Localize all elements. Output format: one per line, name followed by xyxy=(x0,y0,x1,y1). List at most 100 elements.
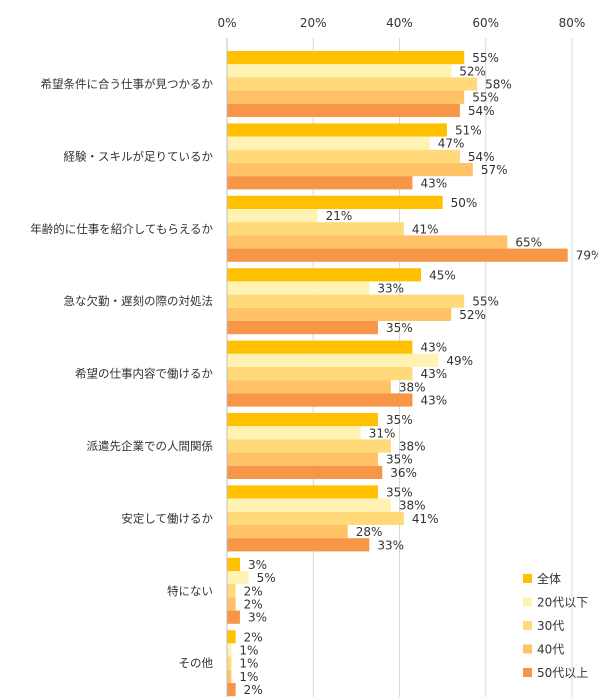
data-label: 49% xyxy=(446,354,473,368)
category-label: 急な欠勤・遅刻の際の対処法 xyxy=(64,294,214,308)
bar xyxy=(227,683,236,697)
data-label: 41% xyxy=(412,222,439,236)
bar xyxy=(227,123,447,137)
legend-swatch xyxy=(523,574,532,583)
bars xyxy=(227,51,568,697)
data-label: 2% xyxy=(244,584,263,598)
data-label: 28% xyxy=(356,525,383,539)
data-label: 5% xyxy=(257,571,276,585)
bar xyxy=(227,498,391,512)
data-label: 35% xyxy=(386,453,413,467)
legend-label: 20代以下 xyxy=(537,596,588,610)
bar xyxy=(227,643,232,657)
data-label: 41% xyxy=(412,512,439,526)
data-label: 33% xyxy=(377,538,404,552)
data-label: 50% xyxy=(451,196,478,210)
bar xyxy=(227,353,439,367)
bar xyxy=(227,669,232,683)
bar xyxy=(227,525,348,539)
data-label: 43% xyxy=(420,367,447,381)
data-label: 45% xyxy=(429,268,456,282)
bar xyxy=(227,485,378,499)
x-tick-label: 20% xyxy=(300,16,327,30)
data-label: 43% xyxy=(420,341,447,355)
category-label: 年齢的に仕事を紹介してもらえるか xyxy=(30,222,213,236)
bar xyxy=(227,235,508,249)
bar xyxy=(227,340,413,354)
data-label: 43% xyxy=(420,176,447,190)
category-label: 経験・スキルが足りているか xyxy=(64,149,214,163)
data-label: 55% xyxy=(472,51,499,65)
bar xyxy=(227,176,413,190)
data-label: 21% xyxy=(326,209,353,223)
bar xyxy=(227,281,370,295)
bar xyxy=(227,294,465,308)
data-label: 35% xyxy=(386,321,413,335)
bar xyxy=(227,195,443,209)
data-label: 54% xyxy=(468,104,495,118)
bar xyxy=(227,597,236,611)
data-label: 65% xyxy=(515,236,542,250)
bar xyxy=(227,268,422,282)
bar xyxy=(227,584,236,598)
data-label: 57% xyxy=(481,163,508,177)
legend: 全体 20代以下 30代 40代 50代以上 xyxy=(523,571,588,680)
data-label: 1% xyxy=(239,644,258,658)
legend-swatch xyxy=(523,621,532,630)
data-label: 51% xyxy=(455,124,482,138)
x-tick-label: 80% xyxy=(559,16,586,30)
bar xyxy=(227,321,378,335)
bar xyxy=(227,557,240,571)
category-label: 特にない xyxy=(167,584,213,598)
data-label: 54% xyxy=(468,150,495,164)
bar xyxy=(227,64,452,78)
data-labels: 55%52%58%55%54%51%47%54%57%43%50%21%41%6… xyxy=(239,51,598,697)
data-label: 38% xyxy=(399,499,426,513)
bar xyxy=(227,307,452,321)
legend-swatch xyxy=(523,668,532,677)
bar xyxy=(227,90,465,104)
bar xyxy=(227,571,249,585)
bar xyxy=(227,51,465,65)
x-tick-label: 40% xyxy=(386,16,413,30)
data-label: 79% xyxy=(576,249,598,263)
bar xyxy=(227,248,568,262)
data-label: 33% xyxy=(377,282,404,296)
data-label: 31% xyxy=(369,426,396,440)
data-label: 55% xyxy=(472,295,499,309)
bar xyxy=(227,426,361,440)
bar xyxy=(227,367,413,381)
data-label: 1% xyxy=(239,670,258,684)
legend-swatch xyxy=(523,644,532,654)
category-labels: 希望条件に合う仕事が見つかるか経験・スキルが足りているか年齢的に仕事を紹介しても… xyxy=(30,77,213,670)
data-label: 35% xyxy=(386,413,413,427)
data-label: 2% xyxy=(244,598,263,612)
data-label: 38% xyxy=(399,440,426,454)
x-tick-label: 0% xyxy=(217,16,236,30)
bar xyxy=(227,630,236,644)
data-label: 2% xyxy=(244,683,263,697)
x-tick-label: 60% xyxy=(472,16,499,30)
data-label: 35% xyxy=(386,486,413,500)
data-label: 52% xyxy=(459,308,486,322)
legend-label: 全体 xyxy=(537,571,561,586)
bar xyxy=(227,163,473,177)
x-axis-ticks: 0% 20% 40% 60% 80% xyxy=(217,16,585,30)
category-label: 派遣先企業での人間関係 xyxy=(87,439,214,453)
bar xyxy=(227,452,378,466)
bar xyxy=(227,538,370,552)
bar xyxy=(227,656,232,670)
bar xyxy=(227,77,478,91)
data-label: 58% xyxy=(485,78,512,92)
category-label: 安定して働けるか xyxy=(121,511,213,525)
data-label: 36% xyxy=(390,466,417,480)
legend-label: 40代 xyxy=(537,643,564,657)
data-label: 3% xyxy=(248,558,267,572)
data-label: 52% xyxy=(459,64,486,78)
bar xyxy=(227,209,318,223)
data-label: 43% xyxy=(420,394,447,408)
data-label: 3% xyxy=(248,611,267,625)
bar xyxy=(227,380,391,394)
bar xyxy=(227,393,413,407)
